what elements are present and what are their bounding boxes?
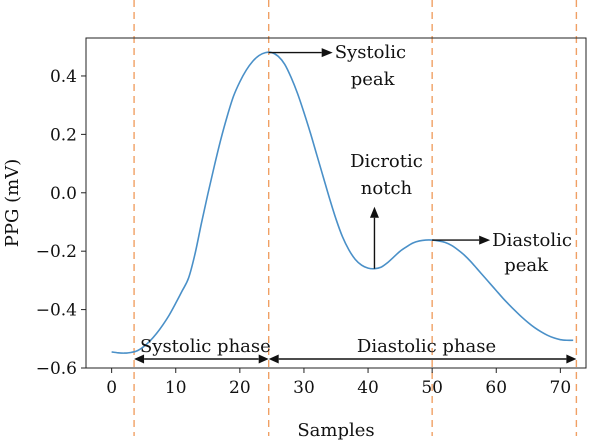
- x-tick-label: 50: [421, 378, 443, 398]
- ppg-series-line: [111, 51, 574, 354]
- systolic-peak-label-line2: peak: [351, 69, 396, 90]
- arrow-head: [134, 354, 145, 364]
- arrow-head: [268, 354, 279, 364]
- y-axis-title: PPG (mV): [2, 159, 23, 247]
- diastolic-peak-arrow: [432, 235, 491, 245]
- diastolic-peak-label-line1: Diastolic: [492, 230, 572, 251]
- x-tick-label: 20: [229, 378, 251, 398]
- x-tick-label: 30: [293, 378, 315, 398]
- systolic-peak-arrow: [268, 48, 333, 58]
- y-tick-label: −0.6: [36, 359, 77, 379]
- dicrotic-notch-label-line1: Dicrotic: [350, 151, 423, 172]
- arrow-head: [321, 48, 333, 58]
- dicrotic-notch-arrow: [369, 206, 379, 269]
- y-tick-label: 0.2: [50, 125, 77, 145]
- arrow-head: [479, 235, 491, 245]
- x-tick-label: 0: [106, 378, 117, 398]
- phase-boundary-lines: [133, 0, 578, 436]
- diastolic-phase-label: Diastolic phase: [357, 336, 496, 357]
- arrow-head: [566, 354, 577, 364]
- arrow-head: [258, 354, 269, 364]
- y-tick-label: −0.2: [36, 242, 77, 262]
- annotation-arrows: [134, 48, 577, 364]
- systolic-peak-label-line1: Systolic: [335, 42, 406, 63]
- y-tick-label: 0.0: [50, 184, 77, 204]
- annotations: Systolic peak Dicrotic notch Diastolic p…: [140, 42, 572, 357]
- x-tick-label: 10: [165, 378, 187, 398]
- x-tick-label: 40: [357, 378, 379, 398]
- systolic-phase-arrow: [134, 354, 269, 364]
- x-tick-label: 70: [550, 378, 572, 398]
- y-tick-label: −0.4: [36, 301, 77, 321]
- x-axis-ticks: 0 10 20 30 40 50 60 70: [106, 368, 571, 398]
- dicrotic-notch-label-line2: notch: [361, 178, 413, 199]
- systolic-phase-label: Systolic phase: [140, 336, 271, 357]
- y-axis-ticks: 0.4 0.2 0.0 −0.2 −0.4 −0.6: [36, 67, 86, 379]
- plot-frame: [85, 37, 587, 369]
- x-axis-title: Samples: [297, 420, 374, 441]
- x-tick-label: 60: [485, 378, 507, 398]
- y-tick-label: 0.4: [50, 67, 77, 87]
- diastolic-peak-label-line2: peak: [504, 255, 549, 276]
- diastolic-phase-arrow: [268, 354, 577, 364]
- arrow-head: [369, 206, 379, 218]
